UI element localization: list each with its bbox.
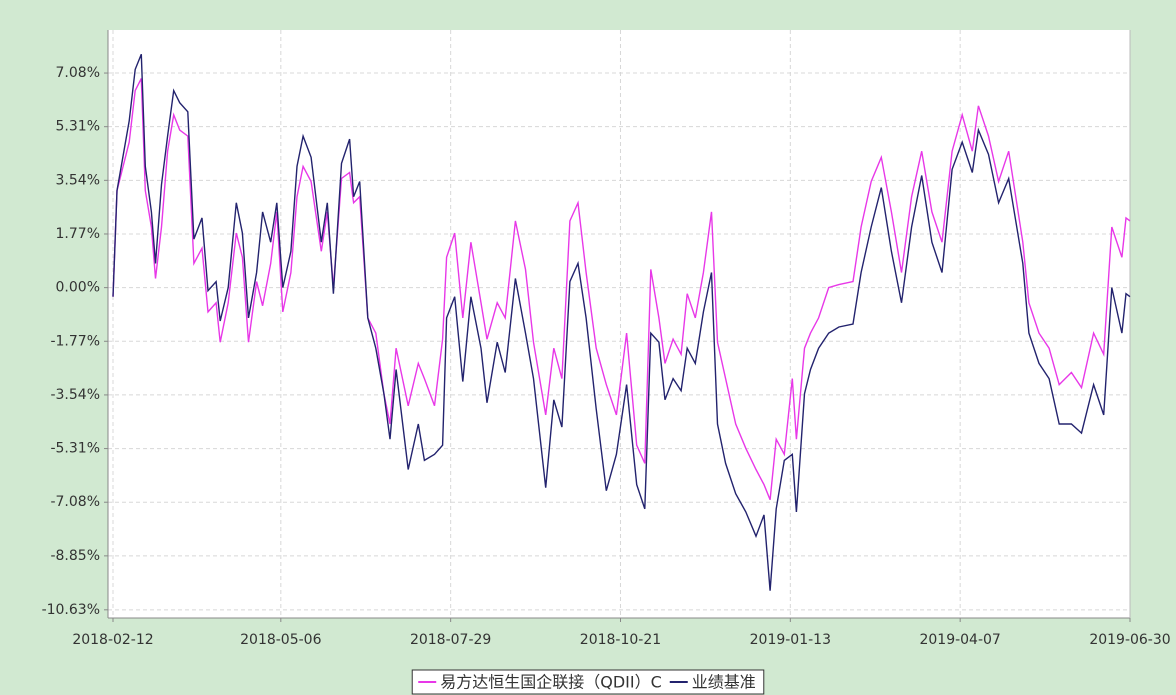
series-line: [112, 78, 1131, 501]
y-tick-label: 0.00%: [56, 280, 100, 296]
x-tick-label: 2019-04-07: [919, 632, 1000, 648]
legend: 易方达恒生国企联接（QDII）C 业绩基准: [411, 669, 765, 695]
x-tick-label: 2018-10-21: [580, 632, 661, 648]
y-tick-label: -5.31%: [50, 441, 100, 457]
x-tick-label: 2019-06-30: [1089, 632, 1170, 648]
y-tick-label: -1.77%: [50, 333, 100, 349]
legend-box: [411, 669, 765, 695]
x-tick-label: 2018-07-29: [410, 632, 491, 648]
y-tick-label: 1.77%: [56, 226, 100, 242]
y-tick-label: -8.85%: [50, 548, 100, 564]
y-tick-label: 3.54%: [56, 172, 100, 188]
x-tick-label: 2018-02-12: [72, 632, 153, 648]
legend-label: 业绩基准: [692, 673, 756, 692]
y-tick-label: -7.08%: [50, 494, 100, 510]
legend-label: 易方达恒生国企联接（QDII）C: [440, 673, 662, 692]
y-tick-label: -10.63%: [42, 602, 100, 618]
x-tick-label: 2019-01-13: [750, 632, 831, 648]
y-tick-label: 5.31%: [56, 119, 100, 135]
y-tick-label: -3.54%: [50, 387, 100, 403]
series-line: [112, 53, 1131, 591]
y-tick-label: 7.08%: [56, 65, 100, 81]
x-tick-label: 2018-05-06: [240, 632, 321, 648]
